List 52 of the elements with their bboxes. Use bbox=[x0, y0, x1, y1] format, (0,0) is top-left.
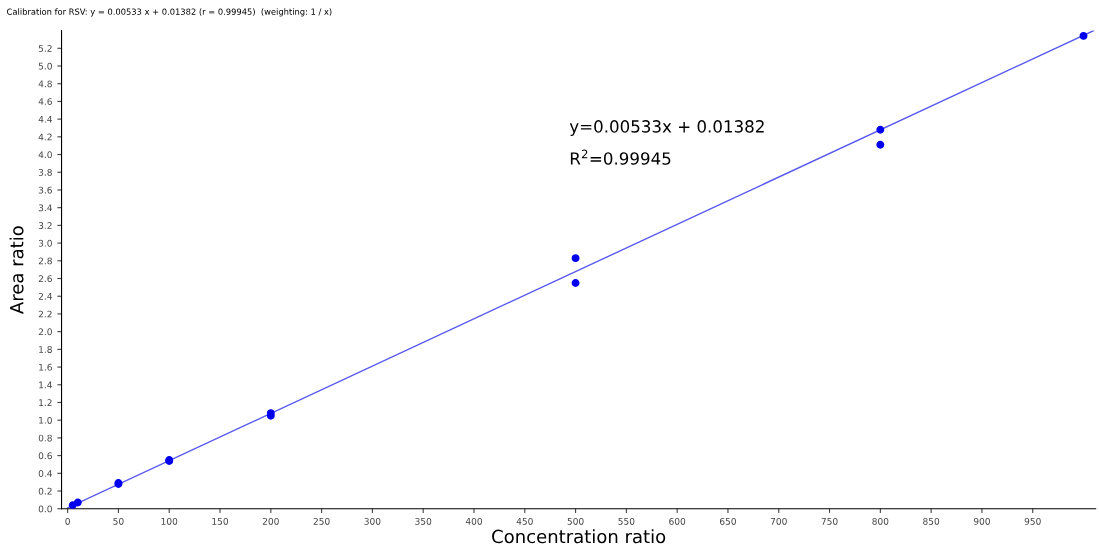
y-tick-label: 1.6 bbox=[39, 363, 52, 371]
y-tick-label: 1.8 bbox=[39, 346, 52, 353]
y-tick-label: 5.2 bbox=[38, 45, 52, 52]
x-tick-label: 350 bbox=[415, 517, 432, 525]
x-tick-label: 200 bbox=[262, 517, 279, 525]
y-axis-title: Area ratio bbox=[9, 226, 24, 314]
y-tick-label: 0.8 bbox=[38, 434, 52, 442]
y-tick-label: 1.4 bbox=[39, 381, 53, 389]
x-tick-label: 750 bbox=[821, 517, 838, 525]
x-tick-label: 900 bbox=[973, 517, 990, 525]
x-tick-label: 450 bbox=[516, 517, 533, 525]
y-tick-label: 1.0 bbox=[39, 416, 52, 424]
y-tick-label: 2.2 bbox=[38, 310, 52, 318]
x-tick-label: 650 bbox=[719, 517, 736, 525]
x-tick-label: 400 bbox=[465, 517, 482, 525]
y-tick-label: 3.2 bbox=[38, 222, 52, 229]
y-tick-label: 4.4 bbox=[38, 115, 53, 123]
x-tick-label: 600 bbox=[669, 517, 686, 525]
y-tick-label: 4.2 bbox=[38, 133, 52, 141]
x-tick-label: 550 bbox=[618, 517, 635, 525]
y-tick-label: 1.2 bbox=[39, 399, 52, 406]
y-tick-label: 4.6 bbox=[38, 98, 52, 105]
y-tick-label: 0.6 bbox=[38, 452, 52, 460]
y-tick-label: 4.8 bbox=[38, 80, 52, 88]
y-tick-label: 3.8 bbox=[38, 168, 52, 176]
x-tick-label: 100 bbox=[161, 517, 178, 525]
y-tick-label: 2.6 bbox=[38, 275, 52, 283]
y-tick-label: 2.8 bbox=[38, 257, 52, 265]
x-tick-label: 0 bbox=[65, 517, 70, 525]
x-tick-label: 500 bbox=[567, 517, 584, 525]
x-tick-label: 950 bbox=[1024, 517, 1041, 525]
x-tick-label: 250 bbox=[313, 517, 330, 525]
x-tick-label: 300 bbox=[364, 517, 381, 525]
chart-title: Calibration for RSV: y = 0.00533 x + 0.01382 (r = 0.99945) (weighting: 1 / x) bbox=[7, 8, 332, 17]
x-tick-label: 800 bbox=[872, 517, 889, 525]
y-tick-label: 0.2 bbox=[38, 487, 52, 495]
x-tick-label: 50 bbox=[113, 517, 124, 525]
y-tick-label: 0.4 bbox=[38, 470, 53, 477]
y-tick-label: 2.4 bbox=[38, 292, 53, 300]
annotation: y=0.00533x + 0.01382 bbox=[569, 120, 764, 136]
y-tick-label: 4.0 bbox=[38, 151, 52, 159]
x-axis-title: Concentration ratio bbox=[492, 529, 666, 544]
x-tick-label: 700 bbox=[770, 517, 787, 525]
y-tick-label: 2.0 bbox=[38, 328, 52, 336]
y-tick-label: 0.0 bbox=[38, 505, 52, 513]
x-tick-label: 850 bbox=[923, 517, 940, 525]
y-tick-label: 5.0 bbox=[38, 62, 52, 70]
annotation: R$^{2}$=0.99945 bbox=[570, 149, 671, 165]
x-tick-label: 150 bbox=[212, 517, 229, 525]
y-tick-label: 3.0 bbox=[38, 239, 52, 247]
y-tick-label: 3.6 bbox=[38, 186, 52, 194]
y-tick-label: 3.4 bbox=[38, 204, 53, 212]
